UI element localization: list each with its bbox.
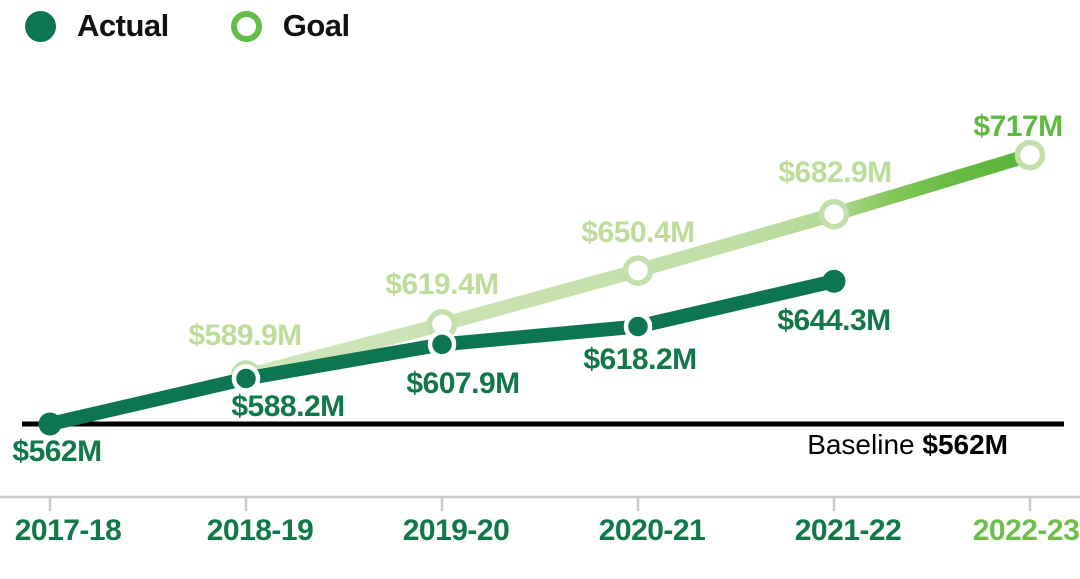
x-axis-label: 2020-21 <box>598 514 706 547</box>
legend-item-goal: Goal <box>230 8 350 44</box>
legend-item-actual: Actual <box>25 8 169 44</box>
goal-value-label: $589.9M <box>188 318 302 352</box>
actual-marker-icon <box>25 10 56 42</box>
goal-point-marker <box>622 255 654 286</box>
goal-point-marker <box>1014 139 1046 171</box>
actual-value-label: $644.3M <box>777 304 891 338</box>
legend: Actual Goal <box>25 8 350 44</box>
baseline-label-value: $562M <box>922 429 1008 460</box>
goal-value-label: $650.4M <box>581 215 695 249</box>
actual-value-label: $562M <box>12 435 102 468</box>
legend-actual-label: Actual <box>77 8 169 43</box>
baseline-label-text: Baseline <box>807 429 915 460</box>
actual-point-marker <box>231 364 261 393</box>
actual-value-label: $588.2M <box>231 389 345 423</box>
goal-marker-icon <box>230 10 262 42</box>
goal-value-label: $682.9M <box>778 156 892 190</box>
goal-value-label: $619.4M <box>385 268 499 302</box>
baseline-label: Baseline $562M <box>807 429 1008 461</box>
actual-point-marker <box>623 312 653 341</box>
x-axis-label: 2018-19 <box>206 514 314 547</box>
actual-point-marker <box>822 269 846 293</box>
goal-point-marker <box>818 198 850 230</box>
x-axis-label: 2022-23 <box>972 514 1080 547</box>
x-axis-label: 2017-18 <box>14 514 122 547</box>
legend-goal-label: Goal <box>282 8 350 43</box>
actual-value-label: $607.9M <box>406 367 520 401</box>
actual-point-marker <box>427 330 457 359</box>
x-axis-label: 2021-22 <box>794 514 902 547</box>
actual-point-marker <box>38 412 62 436</box>
x-axis-label: 2019-20 <box>402 514 510 547</box>
actual-value-label: $618.2M <box>583 343 697 377</box>
goal-value-label: $717M <box>973 110 1063 144</box>
